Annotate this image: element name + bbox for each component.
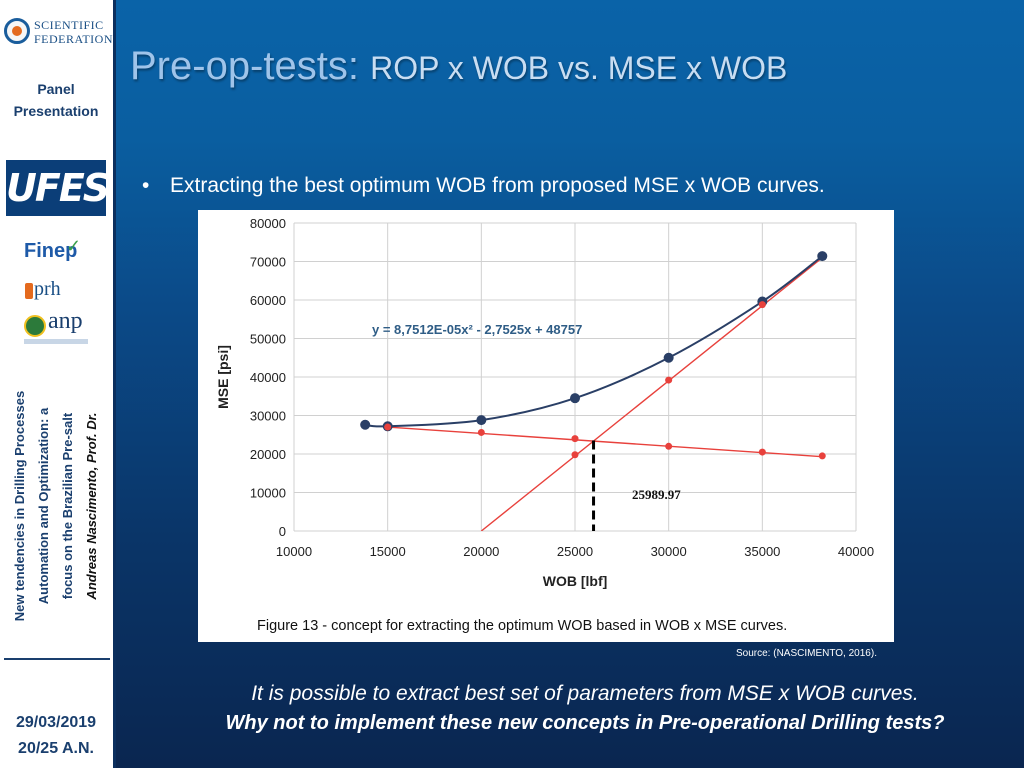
- mse-point: [817, 251, 828, 262]
- logo-text-top: SCIENTIFIC: [34, 18, 104, 32]
- x-tick-label: 15000: [370, 544, 406, 559]
- bullet-text: Extracting the best optimum WOB from pro…: [170, 174, 825, 197]
- trend-point: [571, 451, 579, 459]
- trend-point: [571, 435, 579, 443]
- mse-wob-chart: 10000 15000 20000 25000 30000 35000 40000 0 1000…: [215, 216, 874, 634]
- anp-seal-icon: [24, 315, 46, 337]
- mse-point: [570, 393, 580, 404]
- trend-line: [387, 426, 823, 458]
- y-tick-label: 70000: [250, 255, 286, 270]
- mse-point: [663, 352, 674, 363]
- trend-point: [665, 442, 673, 450]
- source-note: Source: (NASCIMENTO, 2016).: [736, 648, 877, 659]
- equation-label: y = 8,7512E-05x² - 2,7525x + 48757: [372, 322, 582, 337]
- mse-point: [360, 419, 371, 430]
- mse-curve: [365, 255, 823, 428]
- trend-point: [384, 423, 392, 431]
- y-tick-label: 0: [279, 524, 286, 539]
- title-main: Pre-op-tests:: [130, 44, 371, 88]
- vertical-title-line2: Automation and Optimization: a: [36, 407, 51, 605]
- bullet-symbol: •: [142, 174, 150, 197]
- x-tick-label: 10000: [276, 544, 312, 559]
- y-axis-label: MSE [psi]: [215, 345, 231, 409]
- check-arrow-icon: ✓: [66, 236, 82, 256]
- y-tick-label: 10000: [250, 486, 286, 501]
- trend-point: [665, 376, 673, 384]
- scientific-federation-logo: SCIENTIFIC FEDERATION: [4, 14, 113, 50]
- prh-logo: prh: [34, 278, 61, 300]
- title-sub: ROP x WOB vs. MSE x WOB: [370, 50, 788, 86]
- x-tick-label: 25000: [557, 544, 593, 559]
- y-tick-label: 60000: [250, 293, 286, 308]
- footer-line2: Why not to implement these new concepts …: [225, 712, 945, 734]
- optimum-value-label: 25989.97: [632, 487, 681, 502]
- x-tick-label: 20000: [463, 544, 499, 559]
- y-tick-label: 80000: [250, 216, 286, 231]
- x-tick-label: 35000: [744, 544, 780, 559]
- globe-icon: [4, 18, 30, 44]
- panel-label-line2: Presentation: [13, 103, 99, 119]
- trend-point: [818, 452, 826, 460]
- sidebar: SCIENTIFIC FEDERATION Panel Presentation…: [0, 0, 116, 768]
- slide-title: Pre-op-tests: ROP x WOB vs. MSE x WOB: [130, 44, 787, 89]
- date-block: 29/03/2019 20/25 A.N.: [0, 710, 112, 762]
- y-tick-label: 40000: [250, 370, 286, 385]
- trend-point: [758, 301, 766, 309]
- chart-figure: 10000 15000 20000 25000 30000 35000 40000 0 1000…: [198, 210, 894, 642]
- prh-badge-icon: [25, 283, 33, 299]
- vertical-title-line1: New tendencies in Drilling Processes: [12, 390, 27, 622]
- anp-subtitle-bar: [24, 339, 88, 344]
- vertical-author: Andreas Nascimento, Prof. Dr.: [84, 412, 99, 600]
- logo-text-bottom: FEDERATION: [34, 32, 113, 46]
- date: 29/03/2019: [15, 714, 97, 731]
- ufes-logo: UFES: [6, 160, 110, 216]
- trend-point: [758, 448, 766, 456]
- finep-logo: Finep: [24, 240, 78, 262]
- x-axis-label: WOB [lbf]: [543, 573, 608, 589]
- vertical-title-line3: focus on the Brazilian Pre-salt: [60, 412, 75, 600]
- panel-label-line1: Panel: [37, 81, 75, 97]
- trend-point: [477, 428, 485, 436]
- x-tick-label: 40000: [838, 544, 874, 559]
- y-tick-label: 50000: [250, 332, 286, 347]
- figure-caption: Figure 13 - concept for extracting the o…: [257, 618, 787, 634]
- y-tick-label: 20000: [250, 447, 286, 462]
- anp-logo: anp: [48, 308, 83, 334]
- panel-label: Panel Presentation: [0, 78, 112, 122]
- y-tick-label: 30000: [250, 409, 286, 424]
- x-tick-label: 30000: [651, 544, 687, 559]
- page-number: 20/25 A.N.: [18, 740, 94, 757]
- bullet-point: • Extracting the best optimum WOB from pr…: [142, 174, 825, 198]
- sidebar-divider: [4, 658, 110, 660]
- mse-point: [476, 415, 487, 426]
- footer-line1: It is possible to extract best set of pa…: [251, 682, 919, 705]
